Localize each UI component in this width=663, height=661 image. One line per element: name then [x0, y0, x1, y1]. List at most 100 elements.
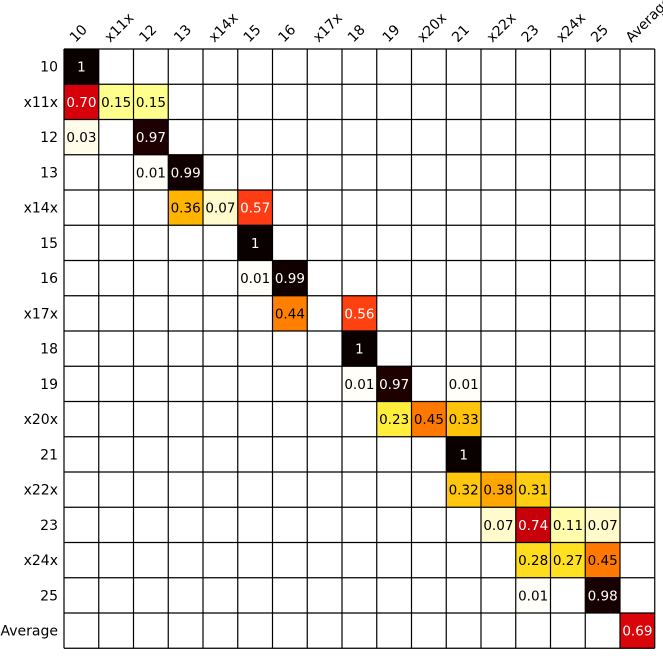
- heatmap-cell: [272, 260, 308, 296]
- cell-value-label: 0.01: [344, 377, 374, 393]
- y-tick-label: x24x: [24, 553, 58, 569]
- y-tick-label: x11x: [24, 95, 58, 111]
- heatmap-cell: [515, 542, 551, 578]
- heatmap-cell: [168, 190, 203, 226]
- x-tick-label: Average: [623, 0, 663, 46]
- y-tick-labels: 10 x11x 12 13 x14x 15 16 x17x 18 19 x20x 21 x22x 23 x2…: [1, 60, 59, 640]
- cell-value-label: 0.31: [518, 483, 548, 499]
- y-tick-label: 25: [40, 588, 58, 604]
- heatmap-cell: [133, 84, 169, 120]
- x-tick-label: 15: [241, 22, 265, 46]
- heatmap-cell: [585, 577, 620, 613]
- y-tick-label: x22x: [24, 483, 58, 499]
- heatmap-cell: [585, 542, 620, 578]
- cell-value-label: 0.03: [66, 130, 96, 146]
- cell-value-label: 0.11: [553, 518, 583, 534]
- y-tick-label: 15: [40, 236, 58, 252]
- cell-value-label: 0.70: [66, 95, 96, 111]
- heatmap-cell: [515, 507, 551, 543]
- heatmap-cell: [237, 190, 273, 226]
- cell-value-label: 0.36: [171, 201, 201, 217]
- heatmap-cell: [342, 295, 377, 331]
- cell-value-label: 0.74: [518, 518, 548, 534]
- y-tick-label: x20x: [24, 412, 58, 428]
- x-tick-label: x17x: [310, 10, 346, 46]
- heatmap-cell: [64, 119, 99, 155]
- cell-value-label: 0.01: [449, 377, 479, 393]
- x-tick-label: 18: [345, 22, 369, 46]
- heatmap-cell: [515, 472, 551, 508]
- x-tick-label: x24x: [553, 10, 589, 46]
- cell-value-label: 0.99: [275, 271, 305, 287]
- heatmap-cell: [446, 436, 481, 472]
- cell-value-label: 0.97: [136, 130, 166, 146]
- heatmap-cell: [411, 401, 447, 437]
- cell-value-label: 0.27: [553, 553, 583, 569]
- cell-value-label: 0.69: [622, 624, 652, 640]
- heatmap-cell: [550, 542, 586, 578]
- heatmap-cell: [481, 507, 516, 543]
- cell-value-label: 0.38: [483, 483, 513, 499]
- cell-value-label: 0.57: [240, 201, 270, 217]
- heatmap-cell: [168, 154, 203, 190]
- cell-value-label: 0.56: [344, 306, 374, 322]
- y-tick-label: 13: [40, 165, 58, 181]
- cell-value-label: 0.45: [414, 412, 444, 428]
- cell-value-label: 1: [459, 447, 468, 463]
- x-tick-label: x22x: [484, 10, 520, 46]
- y-tick-label: x17x: [24, 306, 58, 322]
- x-tick-label: 23: [519, 22, 543, 46]
- heatmap-cell: [98, 84, 134, 120]
- y-tick-label: 10: [40, 60, 58, 76]
- cell-value-label: 0.07: [205, 201, 235, 217]
- heatmap-grid: [63, 48, 656, 649]
- x-tick-label: 12: [136, 22, 160, 46]
- cell-value-label: 0.45: [588, 553, 618, 569]
- y-tick-label: 19: [40, 377, 58, 393]
- heatmap-cell: [515, 577, 551, 613]
- heatmap-cell: [342, 331, 377, 367]
- cell-value-label: 0.98: [588, 588, 618, 604]
- heatmap-cell: [237, 260, 273, 296]
- heatmap-cell: [446, 401, 481, 437]
- cell-value-label: 1: [251, 236, 260, 252]
- heatmap-cell: [550, 507, 586, 543]
- heatmap-cells: 10.70 0.15 0.150.03 0.970.01 0.990.36 0.07 0.5…: [64, 49, 655, 649]
- x-tick-label: 25: [588, 22, 612, 46]
- x-tick-label: 19: [380, 22, 404, 46]
- x-tick-label: 13: [171, 22, 195, 46]
- heatmap-cell: [272, 295, 308, 331]
- y-tick-label: x14x: [24, 201, 58, 217]
- x-tick-label: x14x: [206, 10, 242, 46]
- cell-value-label: 0.01: [240, 271, 270, 287]
- x-tick-label: 16: [275, 22, 299, 46]
- cell-value-label: 0.01: [136, 165, 166, 181]
- cell-value-label: 0.44: [275, 306, 305, 322]
- heatmap-cell: [585, 507, 620, 543]
- x-tick-label: x20x: [414, 10, 450, 46]
- heatmap-cell: [133, 154, 169, 190]
- y-tick-label: 12: [40, 130, 58, 146]
- cell-value-label: 0.07: [588, 518, 618, 534]
- heatmap-cell: [376, 366, 412, 402]
- cell-value-label: 0.23: [379, 412, 409, 428]
- heatmap-cell: [203, 190, 238, 226]
- x-tick-label: x11x: [102, 10, 138, 46]
- cell-value-label: 0.33: [449, 412, 479, 428]
- cell-value-label: 0.15: [101, 95, 131, 111]
- heatmap-cell: [64, 84, 99, 120]
- heatmap-cell: [64, 49, 99, 85]
- heatmap-cell: [376, 401, 412, 437]
- heatmap-cell: [446, 366, 481, 402]
- cell-value-label: 0.28: [518, 553, 548, 569]
- heatmap-cell: [133, 119, 169, 155]
- heatmap-cell: [481, 472, 516, 508]
- cell-value-label: 0.99: [171, 165, 201, 181]
- y-tick-label: Average: [1, 624, 59, 640]
- cell-value-label: 0.07: [483, 518, 513, 534]
- y-tick-label: 16: [40, 271, 58, 287]
- cell-value-label: 1: [77, 60, 86, 76]
- y-tick-label: 18: [40, 342, 58, 358]
- cell-value-label: 0.15: [136, 95, 166, 111]
